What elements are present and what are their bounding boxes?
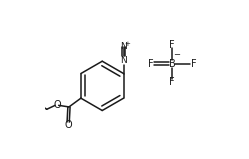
Text: +: + xyxy=(124,41,130,47)
Text: F: F xyxy=(169,77,175,87)
Text: B: B xyxy=(169,59,176,69)
Text: F: F xyxy=(169,40,175,50)
Text: −: − xyxy=(173,50,180,59)
Text: F: F xyxy=(148,59,154,69)
Text: O: O xyxy=(53,100,61,110)
Text: F: F xyxy=(191,59,196,69)
Text: N: N xyxy=(120,55,127,65)
Text: N: N xyxy=(120,42,127,51)
Text: O: O xyxy=(64,120,72,130)
